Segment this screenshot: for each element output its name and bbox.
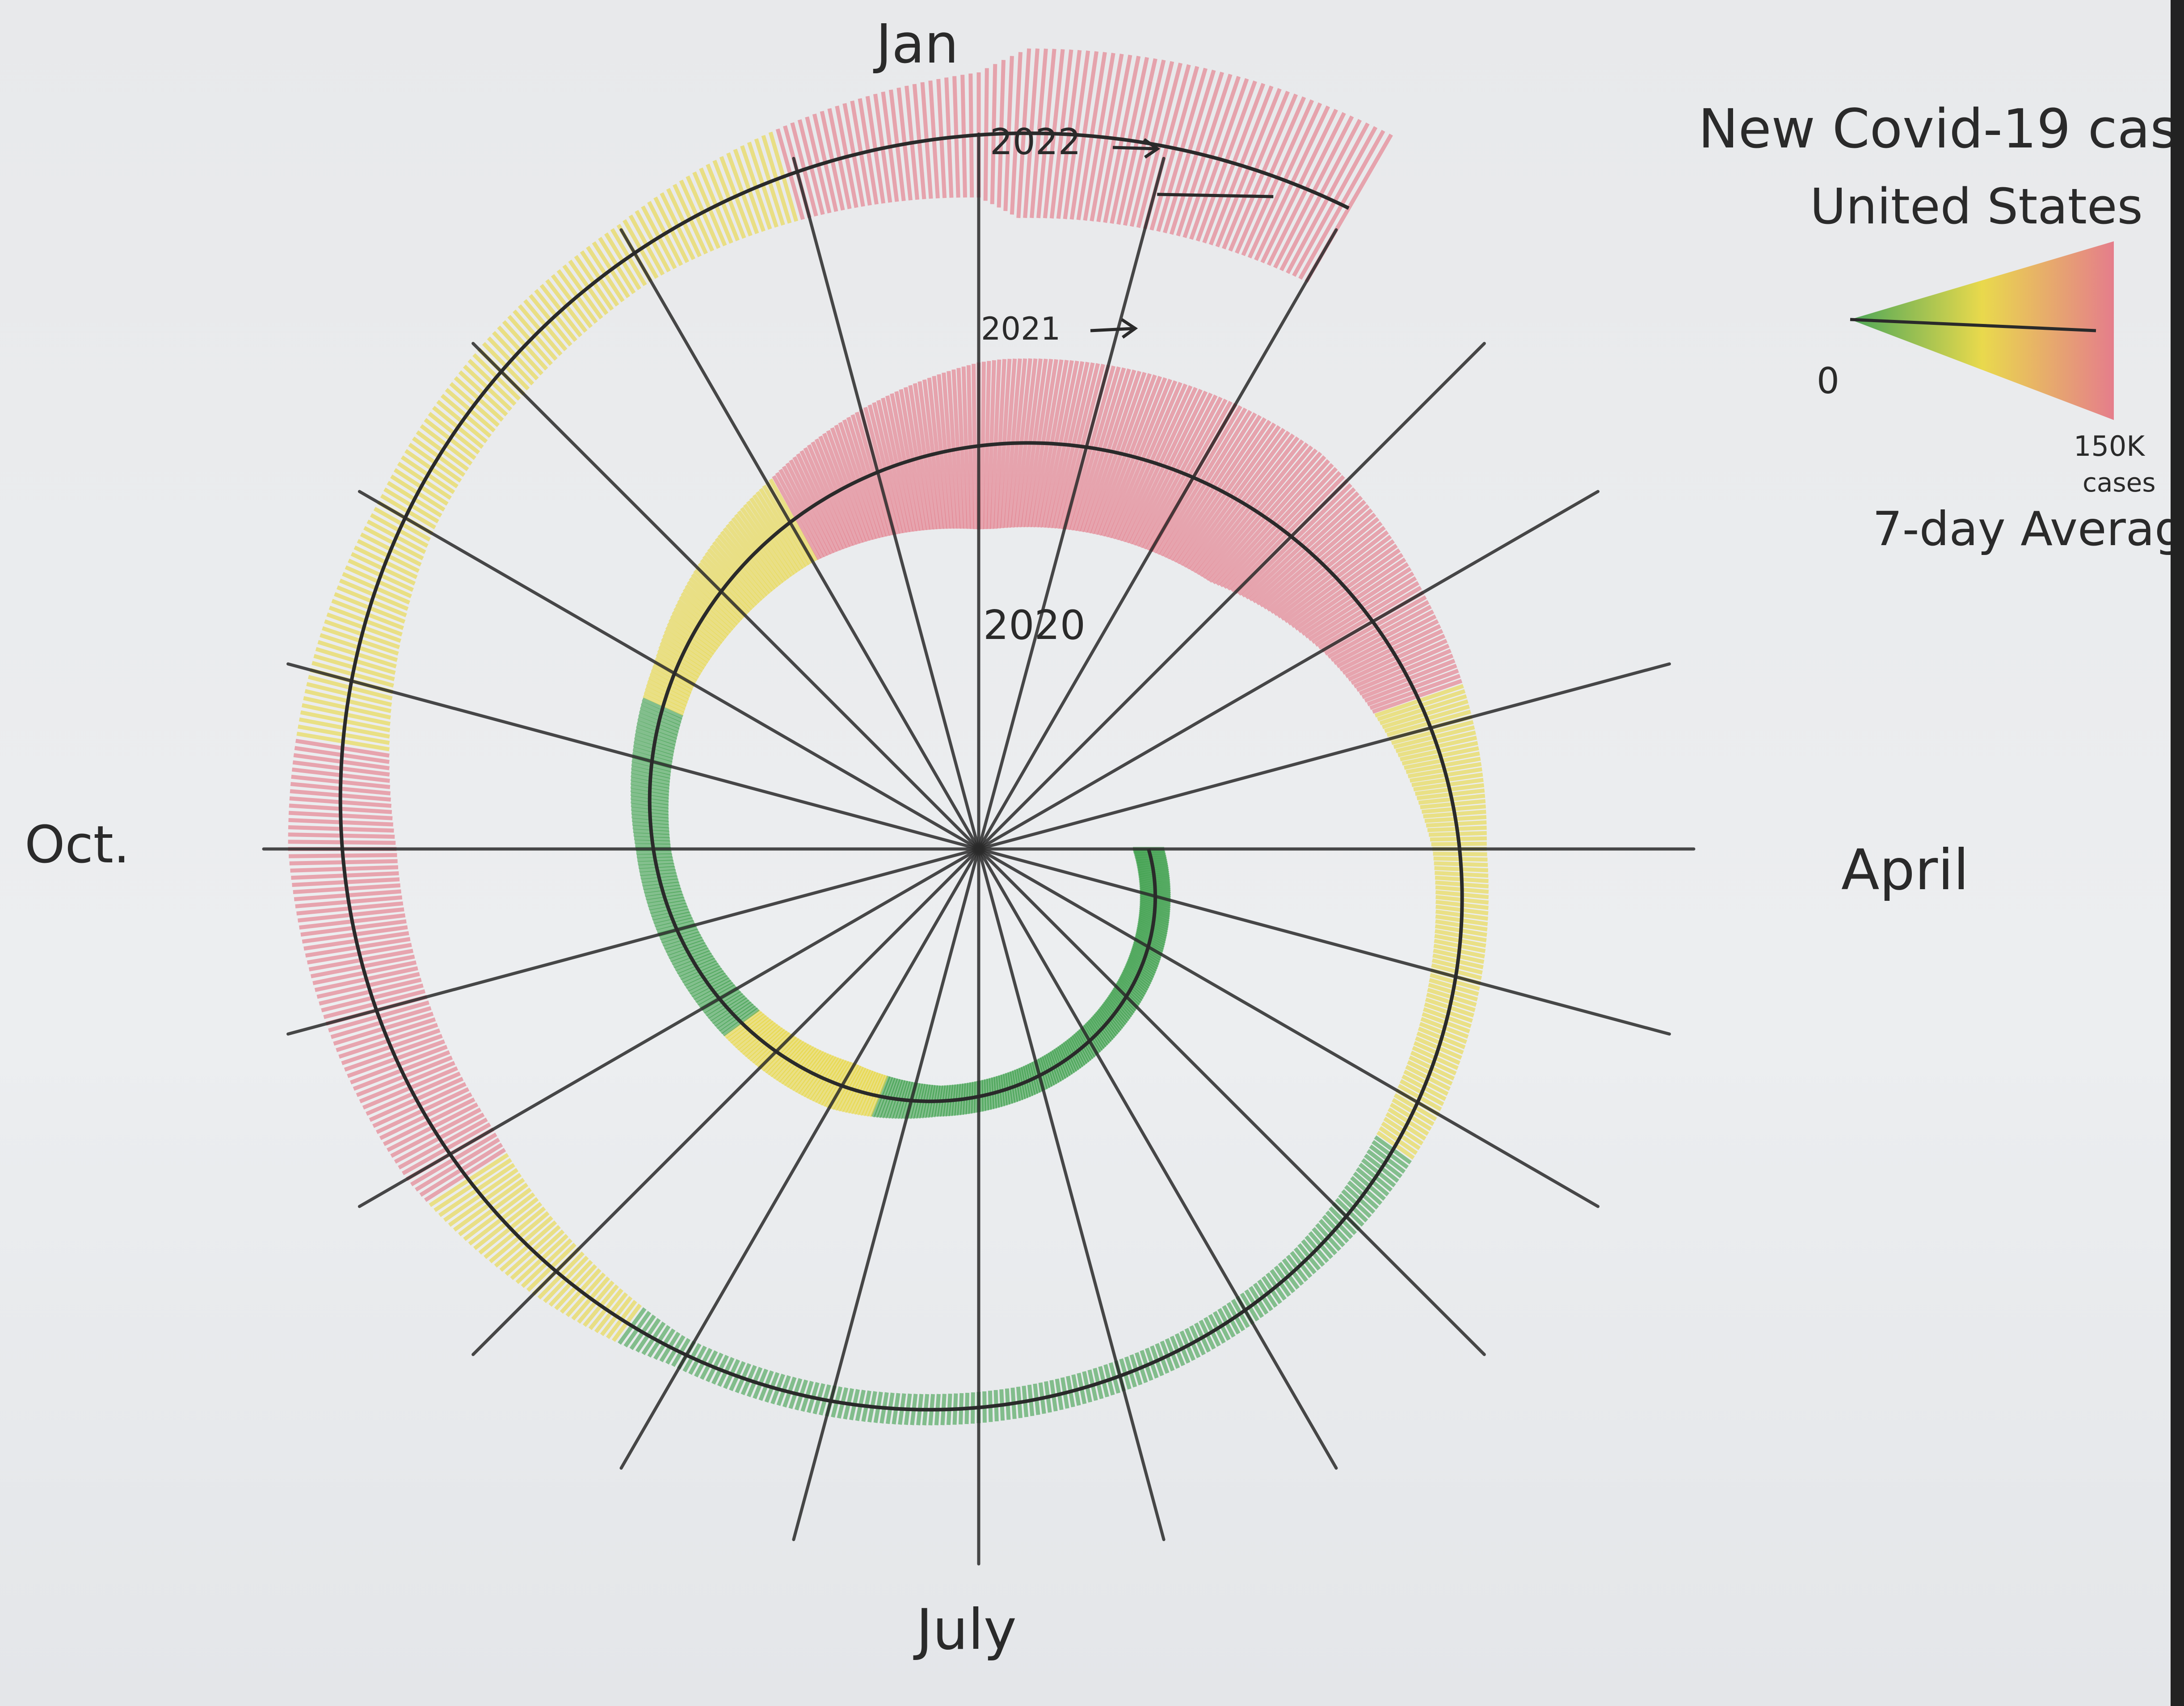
- month-label-bottom: July: [913, 1597, 1017, 1662]
- month-label-top: Jan: [873, 13, 959, 76]
- year-label-2021: 2021: [981, 311, 1060, 347]
- legend-max-label: 150K: [2074, 430, 2145, 462]
- legend-color-wedge: [1850, 241, 2114, 420]
- legend-min-label: 0: [1817, 360, 1839, 402]
- table-edge: [2171, 0, 2184, 1706]
- spiral-guides: [338, 131, 1464, 1412]
- spiral-guide-2020: [648, 441, 1194, 1103]
- month-label-right: April: [1841, 838, 1969, 903]
- month-spokes: [262, 132, 1696, 1566]
- legend-caption: 7-day Average: [1873, 502, 2184, 556]
- year-label-2020: 2020: [983, 602, 1086, 649]
- year-label-2022: 2022: [990, 121, 1081, 163]
- legend-axis: [1850, 318, 2096, 332]
- legend: 0 150K cases 7-day Average: [1817, 241, 2184, 556]
- chart-subtitle: United States: [1810, 178, 2143, 235]
- data-bands: [288, 48, 1489, 1426]
- spiral-guide-2021: [338, 131, 1464, 1412]
- month-label-left: Oct.: [25, 815, 130, 875]
- arrow-2022-icon: [1112, 138, 1161, 159]
- chart-title: New Covid-19 cases: [1698, 98, 2184, 160]
- spoke-line: [792, 157, 1166, 1541]
- legend-max-unit: cases: [2083, 467, 2156, 498]
- arrow-2021-icon: [1090, 318, 1138, 339]
- year-tick-2022: [1157, 193, 1274, 198]
